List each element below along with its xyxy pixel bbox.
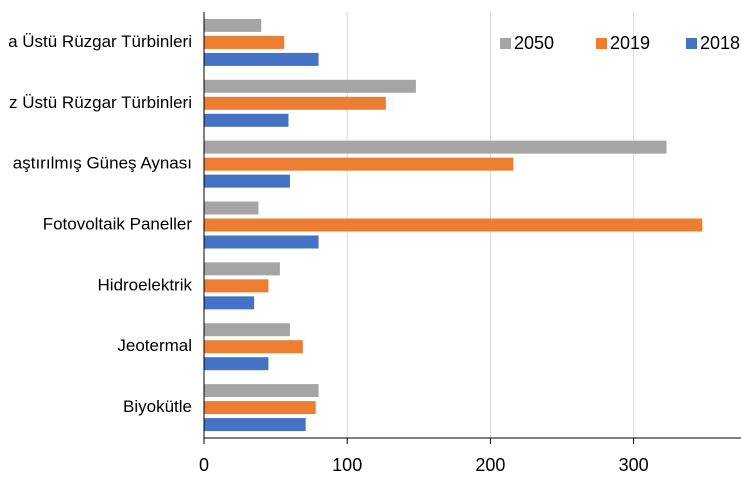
y-tick-label: Hidroelektrik bbox=[98, 275, 193, 294]
bar bbox=[204, 384, 319, 398]
y-tick-label: Jeotermal bbox=[117, 336, 192, 355]
bar bbox=[204, 218, 703, 232]
bar bbox=[204, 201, 259, 215]
legend-label: 2050 bbox=[514, 33, 554, 53]
y-tick-label: z Üstü Rüzgar Türbinleri bbox=[9, 93, 192, 112]
x-tick-label: 0 bbox=[199, 455, 209, 475]
bar bbox=[204, 323, 290, 337]
legend-swatch bbox=[500, 38, 511, 49]
bar bbox=[204, 35, 285, 49]
bar bbox=[204, 418, 306, 432]
legend-swatch bbox=[686, 38, 697, 49]
bar bbox=[204, 340, 303, 354]
bar bbox=[204, 140, 667, 154]
legend-label: 2019 bbox=[610, 33, 650, 53]
bar bbox=[204, 401, 316, 415]
bar bbox=[204, 357, 269, 371]
bar bbox=[204, 296, 255, 310]
x-tick-label: 300 bbox=[619, 455, 649, 475]
bar bbox=[204, 79, 416, 93]
bar bbox=[204, 113, 289, 127]
y-tick-label: Fotovoltaik Paneller bbox=[43, 214, 193, 233]
bar bbox=[204, 52, 319, 66]
legend-label: 2018 bbox=[700, 33, 740, 53]
y-tick-label: Biyokütle bbox=[123, 397, 192, 416]
bar bbox=[204, 96, 386, 110]
y-tick-label: a Üstü Rüzgar Türbinleri bbox=[8, 32, 192, 51]
bar bbox=[204, 235, 319, 249]
bar bbox=[204, 279, 269, 293]
bar bbox=[204, 174, 290, 188]
bar bbox=[204, 157, 514, 171]
y-tick-label: aştırılmış Güneş Aynası bbox=[13, 154, 192, 173]
x-tick-label: 200 bbox=[475, 455, 505, 475]
legend-swatch bbox=[596, 38, 607, 49]
bar bbox=[204, 262, 280, 276]
bar bbox=[204, 18, 262, 32]
x-tick-label: 100 bbox=[332, 455, 362, 475]
